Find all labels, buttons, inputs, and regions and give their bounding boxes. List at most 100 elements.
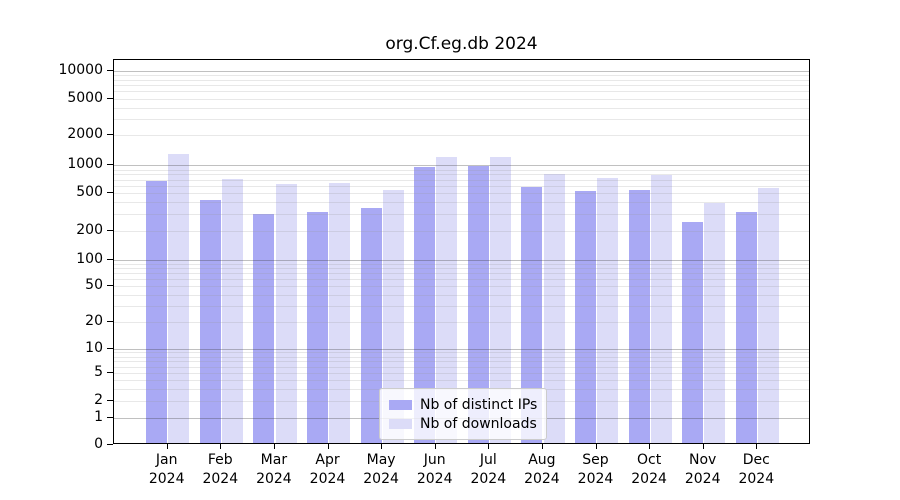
y-axis-tick-label: 20 — [85, 312, 103, 329]
y-axis-tick — [107, 347, 113, 349]
y-axis-tick — [107, 230, 113, 231]
x-axis-tick — [488, 444, 490, 449]
minor-gridline — [114, 214, 809, 216]
y-axis-tick-label: 10000 — [58, 61, 103, 78]
x-axis-tick-label: Oct 2024 — [631, 452, 667, 487]
y-axis-tick — [107, 164, 113, 166]
minor-gridline — [114, 174, 809, 176]
minor-gridline — [114, 286, 809, 287]
y-axis-tick — [107, 417, 113, 419]
x-axis-tick-label: Nov 2024 — [684, 452, 721, 487]
y-axis-tick — [107, 444, 113, 445]
bar-ips-dec — [735, 212, 757, 443]
legend-item: Nb of distinct IPs — [389, 395, 537, 414]
y-axis-tick-label: 100 — [76, 250, 103, 267]
x-axis-tick-label: Mar 2024 — [256, 452, 292, 487]
y-axis-tick — [107, 134, 113, 136]
chart-title: org.Cf.eg.db 2024 — [385, 34, 538, 54]
minor-gridline — [114, 231, 809, 232]
x-axis-tick — [434, 444, 436, 449]
minor-gridline — [114, 361, 809, 363]
y-axis-tick-label: 10 — [85, 339, 103, 356]
minor-gridline — [114, 98, 809, 100]
minor-gridline — [114, 268, 809, 270]
legend-label: Nb of downloads — [420, 415, 537, 432]
y-axis-tick — [107, 97, 113, 99]
bar-downloads-apr — [329, 183, 351, 443]
minor-gridline — [114, 85, 809, 86]
minor-gridline — [114, 119, 809, 121]
minor-gridline — [114, 79, 809, 81]
bar-downloads-mar — [275, 184, 297, 443]
major-gridline — [114, 165, 809, 167]
legend-label: Nb of distinct IPs — [420, 396, 538, 413]
minor-gridline — [114, 306, 809, 307]
minor-gridline — [114, 273, 809, 275]
major-gridline — [114, 259, 809, 261]
y-axis-tick-label: 5000 — [67, 89, 103, 106]
y-axis-tick-label: 1000 — [67, 156, 103, 173]
minor-gridline — [114, 373, 809, 374]
bar-ips-mar — [253, 213, 275, 443]
bar-downloads-feb — [221, 179, 243, 443]
y-axis-tick — [107, 372, 113, 373]
y-axis-tick-label: 500 — [76, 184, 103, 200]
minor-gridline — [114, 356, 809, 358]
minor-gridline — [114, 263, 809, 265]
x-axis-tick — [649, 444, 651, 449]
minor-gridline — [114, 74, 809, 76]
x-axis-tick — [381, 444, 383, 449]
bar-ips-nov — [682, 222, 704, 443]
major-gridline — [114, 70, 809, 72]
x-axis-tick — [327, 444, 329, 449]
x-axis-tick-label: Jan 2024 — [148, 452, 185, 487]
y-axis-tick-label: 0 — [94, 436, 103, 452]
y-axis-tick — [107, 400, 113, 401]
minor-gridline — [114, 185, 809, 187]
y-axis-tick-label: 2000 — [67, 126, 103, 143]
y-axis-tick-label: 1 — [94, 409, 103, 426]
bar-ips-feb — [199, 200, 221, 443]
minor-gridline — [114, 352, 809, 354]
x-axis-tick-label: Jul 2024 — [470, 452, 507, 487]
bars-layer — [114, 60, 809, 443]
y-axis-tick-label: 50 — [85, 277, 103, 293]
x-axis-tick-label: May 2024 — [363, 452, 399, 487]
bar-downloads-jan — [168, 154, 190, 443]
bar-downloads-sep — [597, 178, 619, 443]
y-axis-tick — [107, 192, 113, 193]
x-axis-tick-label: Aug 2024 — [524, 452, 560, 487]
minor-gridline — [114, 169, 809, 171]
y-axis-tick — [107, 285, 113, 286]
grid-layer — [114, 60, 809, 443]
minor-gridline — [114, 135, 809, 137]
minor-gridline — [114, 279, 809, 280]
minor-gridline — [114, 366, 809, 368]
x-axis-tick-label: Sep 2024 — [577, 452, 614, 487]
legend-item: Nb of downloads — [389, 414, 537, 433]
x-axis-tick — [756, 444, 758, 449]
minor-gridline — [114, 379, 809, 381]
x-axis-tick — [273, 444, 275, 449]
y-axis-tick-label: 2 — [94, 392, 103, 408]
y-axis-tick-label: 5 — [94, 364, 103, 380]
y-axis-tick-label: 200 — [76, 222, 103, 238]
minor-gridline — [114, 321, 809, 323]
bar-downloads-dec — [757, 187, 779, 443]
legend-swatch-downloads — [389, 418, 412, 429]
bar-downloads-nov — [704, 202, 726, 443]
bar-ips-jan — [146, 180, 168, 443]
minor-gridline — [114, 193, 809, 194]
bar-downloads-oct — [650, 175, 672, 443]
bar-ips-sep — [574, 190, 596, 443]
x-axis-tick-label: Dec 2024 — [738, 452, 775, 487]
y-axis-tick — [107, 69, 113, 71]
bar-ips-oct — [628, 189, 650, 443]
legend: Nb of distinct IPs Nb of downloads — [379, 388, 548, 440]
legend-swatch-ips — [389, 399, 412, 410]
x-axis-tick-label: Apr 2024 — [309, 452, 346, 487]
bar-ips-apr — [306, 212, 328, 443]
y-axis-tick — [107, 258, 113, 260]
minor-gridline — [114, 294, 809, 296]
